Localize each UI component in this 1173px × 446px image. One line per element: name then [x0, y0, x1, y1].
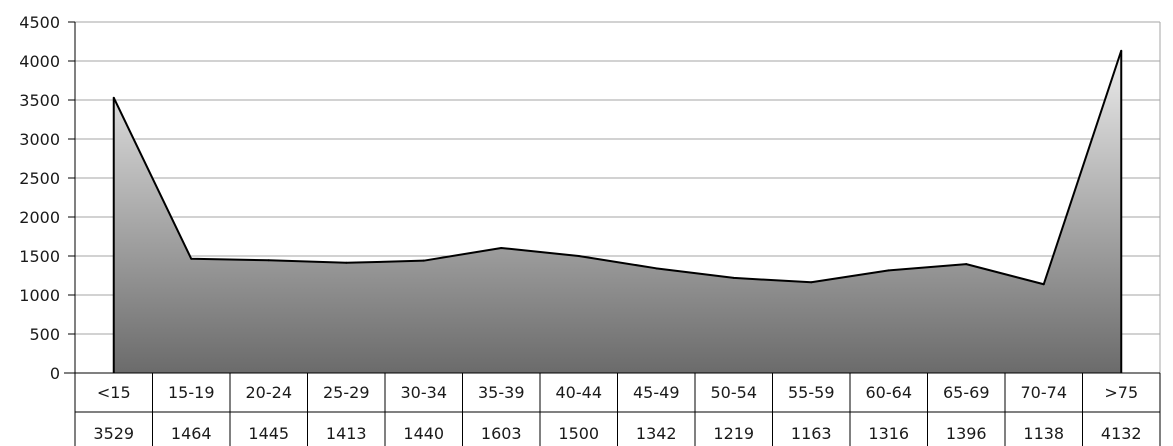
- x-category-label: 15-19: [168, 383, 215, 402]
- x-category-label: 35-39: [478, 383, 525, 402]
- x-category-label: 70-74: [1021, 383, 1068, 402]
- data-value-label: 1445: [248, 424, 289, 443]
- data-point: [190, 257, 193, 260]
- y-tick-label: 4500: [19, 13, 60, 32]
- data-point: [267, 259, 270, 262]
- data-value-label: 1342: [636, 424, 677, 443]
- data-point: [965, 263, 968, 266]
- x-category-label: 50-54: [711, 383, 758, 402]
- y-tick-label: 3500: [19, 91, 60, 110]
- data-point: [732, 276, 735, 279]
- data-point: [422, 259, 425, 262]
- x-category-label: 60-64: [866, 383, 913, 402]
- x-category-label: 45-49: [633, 383, 680, 402]
- axes: [64, 21, 1161, 374]
- y-tick-label: 4000: [19, 52, 60, 71]
- y-tick-label: 1000: [19, 286, 60, 305]
- x-category-label: 20-24: [246, 383, 293, 402]
- x-category-label: >75: [1104, 383, 1138, 402]
- data-value-label: 1219: [713, 424, 754, 443]
- x-category-label: 25-29: [323, 383, 370, 402]
- area-fill: [113, 50, 1122, 373]
- data-point: [655, 267, 658, 270]
- x-category-label: <15: [97, 383, 131, 402]
- y-tick-label: 2000: [19, 208, 60, 227]
- y-tick-label: 1500: [19, 247, 60, 266]
- data-value-label: 1440: [403, 424, 444, 443]
- data-value-label: 1500: [558, 424, 599, 443]
- data-point: [577, 255, 580, 257]
- data-table: <15 15-19 20-24 25-29 30-34 35-39 40-44 45-49 50…: [74, 373, 1161, 446]
- data-point: [1120, 49, 1123, 52]
- data-value-label: 4132: [1101, 424, 1142, 443]
- data-value-label: 1464: [171, 424, 212, 443]
- data-point: [810, 281, 813, 284]
- series-line: [112, 50, 1123, 286]
- y-tick-label: 2500: [19, 169, 60, 188]
- data-point: [887, 269, 890, 272]
- y-tick-label: 3000: [19, 130, 60, 149]
- data-value-label: 1316: [868, 424, 909, 443]
- x-category-label: 40-44: [556, 383, 603, 402]
- data-point: [112, 96, 115, 99]
- data-point: [500, 246, 503, 249]
- data-area: [112, 49, 1123, 373]
- data-value-label: 1138: [1023, 424, 1064, 443]
- data-value-label: 3529: [93, 424, 134, 443]
- data-value-label: 1413: [326, 424, 367, 443]
- data-value-label: 1396: [946, 424, 987, 443]
- data-point: [345, 261, 348, 264]
- x-category-label: 65-69: [943, 383, 990, 402]
- x-category-label: 30-34: [401, 383, 448, 402]
- y-axis-ticks: 0 500 1000 1500 2000 2500 3000 3500 4000 4500: [19, 13, 60, 383]
- y-tick-label: 500: [29, 325, 60, 344]
- y-tick-label: 0: [50, 364, 60, 383]
- data-point: [1042, 283, 1045, 286]
- data-value-label: 1603: [481, 424, 522, 443]
- x-category-label: 55-59: [788, 383, 835, 402]
- data-value-label: 1163: [791, 424, 832, 443]
